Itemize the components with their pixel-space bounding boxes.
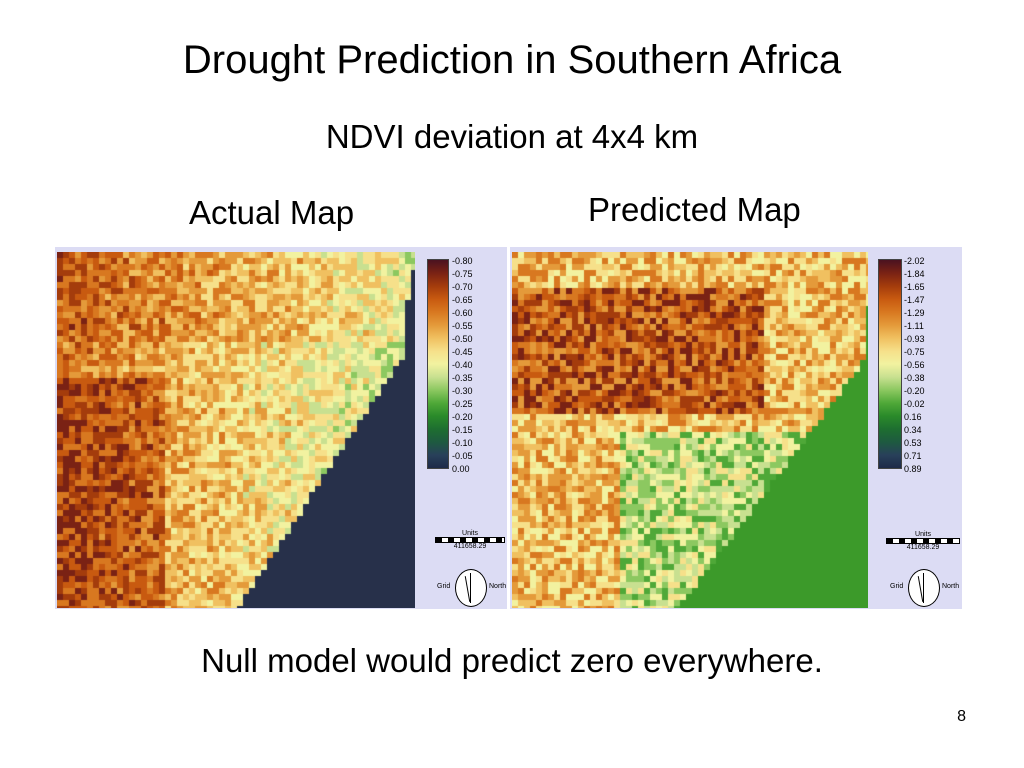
predicted-legend-tick: 0.71: [904, 451, 922, 461]
predicted-legend-tick: -1.47: [904, 295, 925, 305]
actual-map-panel: -0.80 -0.75 -0.70 -0.65 -0.60 -0.55 -0.50 -0.45…: [55, 247, 507, 609]
predicted-units-label: Units: [915, 531, 931, 538]
predicted-legend-tick: -1.11: [904, 321, 924, 331]
predicted-map-panel: -2.02 -1.84 -1.65 -1.47 -1.29 -1.11 -0.93 -0.75…: [510, 247, 962, 609]
predicted-compass-grid-label: Grid: [890, 583, 904, 590]
predicted-compass-north-label: North: [942, 583, 960, 590]
predicted-legend-tick: -2.02: [904, 256, 925, 266]
actual-legend-tick: -0.10: [452, 438, 473, 448]
actual-legend-tick: -0.70: [452, 282, 473, 292]
predicted-legend-tick: -0.02: [904, 399, 925, 409]
actual-compass-grid-label: Grid: [437, 583, 451, 590]
actual-legend-tick: -0.80: [452, 256, 473, 266]
actual-legend-tick: -0.55: [452, 321, 473, 331]
actual-legend-ticks: -0.80 -0.75 -0.70 -0.65 -0.60 -0.55 -0.50 -0.45…: [452, 255, 473, 476]
actual-legend-tick: -0.50: [452, 334, 473, 344]
predicted-map-image: [512, 252, 868, 608]
slide-title: Drought Prediction in Southern Africa: [182, 38, 842, 82]
predicted-compass: Grid North: [890, 569, 962, 609]
predicted-scale-value: 411658.29: [906, 544, 940, 551]
actual-map-label: Actual Map: [189, 194, 355, 231]
actual-scale-bar-graphic: [435, 537, 505, 543]
actual-units-label: Units: [462, 530, 478, 537]
slide-subtitle: NDVI deviation at 4x4 km: [325, 118, 699, 155]
predicted-scale-bar: Units 411658.29: [886, 531, 960, 551]
predicted-legend-tick: -1.65: [904, 282, 925, 292]
predicted-legend-tick: -1.84: [904, 269, 925, 279]
north-arrow-icon: [908, 569, 940, 607]
predicted-legend-tick: 0.89: [904, 464, 922, 474]
actual-legend-tick: -0.35: [452, 373, 473, 383]
predicted-legend-tick: 0.16: [904, 412, 922, 422]
predicted-legend-tick: -0.75: [904, 347, 925, 357]
predicted-legend-tick: -0.93: [904, 334, 925, 344]
actual-scale-value: 411658.29: [453, 543, 487, 550]
actual-scale-bar: Units 411658.29: [435, 530, 505, 550]
predicted-legend-tick: 0.53: [904, 438, 922, 448]
actual-legend-tick: -0.30: [452, 386, 473, 396]
actual-compass-north-label: North: [489, 583, 507, 590]
actual-legend-tick: 0.00: [452, 464, 470, 474]
predicted-legend-tick: 0.34: [904, 425, 922, 435]
predicted-legend-ticks: -2.02 -1.84 -1.65 -1.47 -1.29 -1.11 -0.93 -0.75…: [904, 255, 925, 476]
predicted-scale-bar-graphic: [886, 538, 960, 544]
predicted-legend-colorbar: [878, 259, 902, 469]
actual-legend-colorbar: [427, 259, 449, 469]
predicted-legend-tick: -0.56: [904, 360, 925, 370]
actual-legend-tick: -0.60: [452, 308, 473, 318]
page-number: 8: [957, 708, 966, 725]
actual-legend-tick: -0.65: [452, 295, 473, 305]
actual-legend-tick: -0.20: [452, 412, 473, 422]
actual-legend-tick: -0.15: [452, 425, 473, 435]
predicted-legend-tick: -1.29: [904, 308, 925, 318]
actual-legend-tick: -0.45: [452, 347, 473, 357]
footer-note: Null model would predict zero everywhere…: [201, 642, 823, 679]
actual-compass: Grid North: [437, 569, 507, 609]
actual-legend-tick: -0.75: [452, 269, 473, 279]
actual-legend-tick: -0.25: [452, 399, 473, 409]
actual-map-image: [57, 252, 415, 608]
north-arrow-icon: [455, 569, 487, 607]
predicted-legend-tick: -0.20: [904, 386, 925, 396]
actual-legend-tick: -0.05: [452, 451, 473, 461]
predicted-legend-tick: -0.38: [904, 373, 925, 383]
predicted-map-label: Predicted Map: [588, 191, 801, 228]
actual-legend-tick: -0.40: [452, 360, 473, 370]
